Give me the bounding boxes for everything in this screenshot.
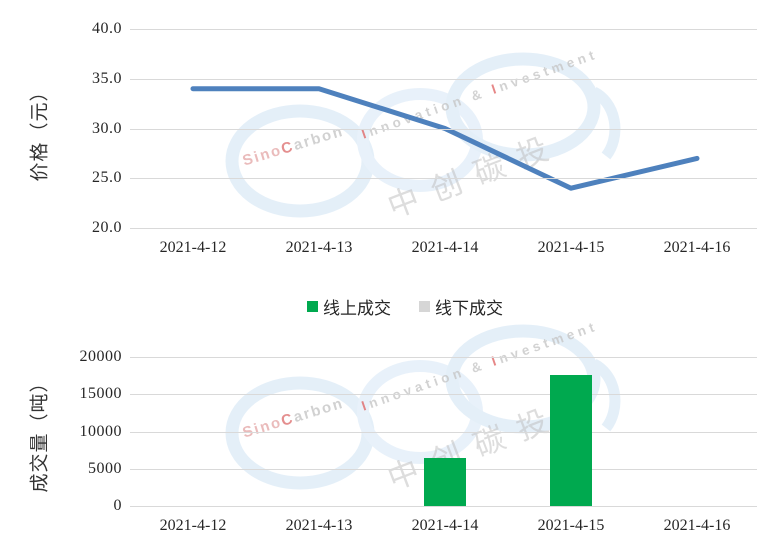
x-tick-label: 2021-4-16 (663, 239, 731, 256)
y-tick-label: 10000 (79, 423, 122, 440)
x-tick-label: 2021-4-16 (663, 517, 731, 534)
y-tick-label: 15000 (79, 385, 122, 402)
x-tick-label: 2021-4-14 (411, 239, 479, 256)
x-tick-label: 2021-4-13 (285, 239, 353, 256)
gridline (130, 506, 757, 507)
legend-item-online: 线上成交 (307, 294, 391, 319)
legend-label-online: 线上成交 (323, 299, 391, 318)
y-tick-label: 25.0 (92, 169, 122, 186)
y-tick-label: 20000 (79, 348, 122, 365)
x-tick-label: 2021-4-12 (159, 239, 227, 256)
y-tick-label: 40.0 (92, 20, 122, 37)
y-tick-label: 20.0 (92, 219, 122, 236)
x-tick-label: 2021-4-14 (411, 517, 479, 534)
gridline (130, 29, 757, 30)
x-tick-label: 2021-4-12 (159, 517, 227, 534)
watermark-rings-icon (225, 324, 621, 490)
y-tick-label: 30.0 (92, 120, 122, 137)
legend-swatch-offline-icon (419, 301, 430, 312)
x-tick-label: 2021-4-13 (285, 517, 353, 534)
price-y-axis-title: 价格（元） (29, 81, 51, 182)
x-tick-label: 2021-4-15 (537, 517, 605, 534)
legend: 线上成交 线下成交 (0, 294, 780, 319)
y-tick-label: 0 (113, 497, 122, 514)
y-tick-label: 5000 (88, 460, 122, 477)
legend-swatch-online-icon (307, 301, 318, 312)
legend-label-offline: 线下成交 (435, 299, 503, 318)
legend-item-offline: 线下成交 (419, 294, 503, 319)
volume-y-axis-title: 成交量（吨） (29, 372, 51, 493)
x-tick-label: 2021-4-15 (537, 239, 605, 256)
y-tick-label: 35.0 (92, 70, 122, 87)
